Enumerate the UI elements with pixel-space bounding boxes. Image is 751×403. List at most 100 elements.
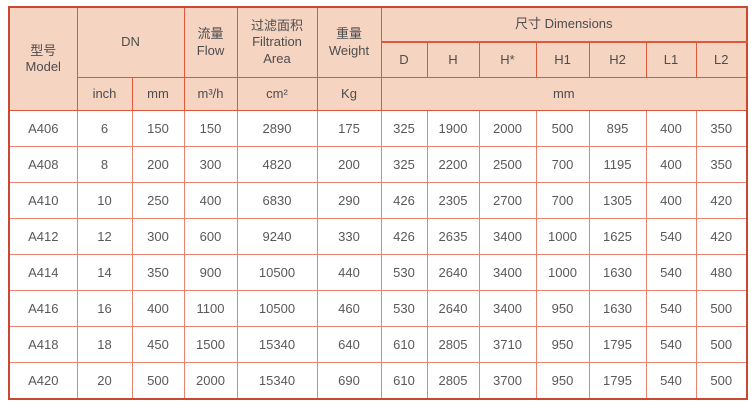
- cell-l2: 500: [695, 362, 748, 400]
- unit-weight: Kg: [316, 77, 382, 111]
- flow-label-zh: 流量: [197, 26, 224, 42]
- cell-mm: 500: [131, 362, 185, 400]
- cell-d: 325: [380, 110, 428, 147]
- cell-area: 15340: [236, 326, 318, 363]
- cell-l1: 400: [645, 146, 697, 183]
- cell-h2: 1795: [588, 362, 647, 400]
- cell-l1: 400: [645, 182, 697, 219]
- cell-hstar: 3710: [478, 326, 537, 363]
- cell-flow: 2000: [183, 362, 238, 400]
- unit-dn-inch: inch: [76, 77, 133, 111]
- cell-h1: 950: [535, 326, 590, 363]
- cell-l2: 350: [695, 146, 748, 183]
- table-row: A408 8 200 300 4820 200 325 2200 2500 70…: [8, 146, 748, 183]
- cell-l1: 540: [645, 362, 697, 400]
- cell-d: 610: [380, 326, 428, 363]
- cell-h1: 700: [535, 182, 590, 219]
- cell-l1: 540: [645, 254, 697, 291]
- cell-inch: 6: [76, 110, 133, 147]
- cell-model: A420: [8, 362, 78, 400]
- spec-table-container: 型号 Model DN 流量 Flow 过滤面积 Filtration Area…: [8, 6, 749, 400]
- cell-h: 2640: [426, 290, 480, 327]
- cell-hstar: 3400: [478, 218, 537, 255]
- cell-mm: 250: [131, 182, 185, 219]
- filtration-label-zh: 过滤面积: [250, 18, 303, 34]
- cell-h: 2640: [426, 254, 480, 291]
- table-row: A406 6 150 150 2890 175 325 1900 2000 50…: [8, 110, 748, 147]
- cell-l1: 400: [645, 110, 697, 147]
- cell-hstar: 3400: [478, 290, 537, 327]
- cell-weight: 330: [316, 218, 382, 255]
- cell-h: 2200: [426, 146, 480, 183]
- cell-weight: 690: [316, 362, 382, 400]
- weight-label-en: Weight: [328, 42, 370, 58]
- cell-h: 2635: [426, 218, 480, 255]
- col-header-h: H: [426, 41, 480, 78]
- cell-l2: 500: [695, 290, 748, 327]
- cell-h2: 895: [588, 110, 647, 147]
- cell-h2: 1795: [588, 326, 647, 363]
- col-header-l1: L1: [645, 41, 697, 78]
- col-header-flow: 流量 Flow: [183, 6, 238, 78]
- cell-inch: 16: [76, 290, 133, 327]
- header-row-1: 型号 Model DN 流量 Flow 过滤面积 Filtration Area…: [8, 6, 748, 111]
- table-header: 型号 Model DN 流量 Flow 过滤面积 Filtration Area…: [8, 6, 748, 111]
- cell-h1: 1000: [535, 218, 590, 255]
- cell-h2: 1630: [588, 254, 647, 291]
- cell-mm: 350: [131, 254, 185, 291]
- cell-h1: 950: [535, 290, 590, 327]
- cell-model: A414: [8, 254, 78, 291]
- cell-model: A406: [8, 110, 78, 147]
- cell-mm: 300: [131, 218, 185, 255]
- cell-inch: 18: [76, 326, 133, 363]
- cell-hstar: 3400: [478, 254, 537, 291]
- col-header-model: 型号 Model: [8, 6, 78, 111]
- cell-area: 4820: [236, 146, 318, 183]
- unit-area: cm²: [236, 77, 318, 111]
- cell-inch: 14: [76, 254, 133, 291]
- table-body: A406 6 150 150 2890 175 325 1900 2000 50…: [8, 110, 748, 400]
- cell-inch: 20: [76, 362, 133, 400]
- cell-model: A416: [8, 290, 78, 327]
- cell-d: 426: [380, 182, 428, 219]
- cell-l2: 480: [695, 254, 748, 291]
- model-label-zh: 型号: [30, 42, 57, 58]
- cell-h2: 1305: [588, 182, 647, 219]
- cell-flow: 1500: [183, 326, 238, 363]
- table-row: A418 18 450 1500 15340 640 610 2805 3710…: [8, 326, 748, 363]
- cell-d: 610: [380, 362, 428, 400]
- cell-inch: 12: [76, 218, 133, 255]
- cell-mm: 150: [131, 110, 185, 147]
- cell-hstar: 2000: [478, 110, 537, 147]
- cell-l1: 540: [645, 326, 697, 363]
- col-header-dn: DN: [76, 6, 185, 78]
- col-header-dimensions: 尺寸 Dimensions: [380, 6, 748, 43]
- cell-hstar: 2500: [478, 146, 537, 183]
- product-spec-table: 型号 Model DN 流量 Flow 过滤面积 Filtration Area…: [8, 6, 749, 400]
- cell-flow: 600: [183, 218, 238, 255]
- col-header-d: D: [380, 41, 428, 78]
- cell-area: 15340: [236, 362, 318, 400]
- header-row-units: inch mm m³/h cm² Kg mm: [9, 77, 748, 111]
- cell-h1: 700: [535, 146, 590, 183]
- cell-flow: 300: [183, 146, 238, 183]
- table-row: A412 12 300 600 9240 330 426 2635 3400 1…: [8, 218, 748, 255]
- cell-mm: 450: [131, 326, 185, 363]
- cell-weight: 640: [316, 326, 382, 363]
- col-header-weight: 重量 Weight: [316, 6, 382, 78]
- cell-model: A408: [8, 146, 78, 183]
- cell-h1: 950: [535, 362, 590, 400]
- cell-area: 2890: [236, 110, 318, 147]
- cell-flow: 1100: [183, 290, 238, 327]
- cell-flow: 150: [183, 110, 238, 147]
- unit-dimensions-mm: mm: [380, 77, 748, 111]
- header-row-2: D H H* H1 H2 L1 L2: [9, 41, 748, 78]
- cell-l2: 350: [695, 110, 748, 147]
- cell-flow: 900: [183, 254, 238, 291]
- cell-area: 10500: [236, 290, 318, 327]
- cell-weight: 175: [316, 110, 382, 147]
- col-header-l2: L2: [695, 41, 748, 78]
- cell-area: 9240: [236, 218, 318, 255]
- col-header-filtration-area: 过滤面积 Filtration Area: [236, 6, 318, 78]
- cell-h: 2805: [426, 326, 480, 363]
